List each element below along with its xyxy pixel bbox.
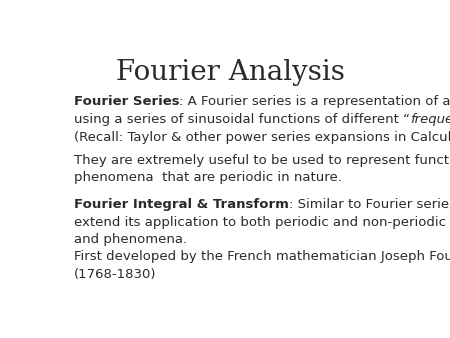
Text: (Recall: Taylor & other power series expansions in Calculus II): (Recall: Taylor & other power series exp… bbox=[74, 130, 450, 144]
Text: They are extremely useful to be used to represent functions of: They are extremely useful to be used to … bbox=[74, 154, 450, 167]
Text: Fourier Analysis: Fourier Analysis bbox=[116, 59, 345, 86]
Text: First developed by the French mathematician Joseph Fourier: First developed by the French mathematic… bbox=[74, 250, 450, 263]
Text: using a series of sinusoidal functions of different “: using a series of sinusoidal functions o… bbox=[74, 113, 410, 126]
Text: : Similar to Fourier series but: : Similar to Fourier series but bbox=[288, 198, 450, 211]
Text: Fourier Integral & Transform: Fourier Integral & Transform bbox=[74, 198, 288, 211]
Text: : A Fourier series is a representation of a function: : A Fourier series is a representation o… bbox=[179, 95, 450, 108]
Text: (1768-1830): (1768-1830) bbox=[74, 268, 156, 281]
Text: phenomena  that are periodic in nature.: phenomena that are periodic in nature. bbox=[74, 171, 342, 185]
Text: extend its application to both periodic and non-periodic functions: extend its application to both periodic … bbox=[74, 216, 450, 229]
Text: frequencies: frequencies bbox=[410, 113, 450, 126]
Text: and phenomena.: and phenomena. bbox=[74, 234, 187, 246]
Text: Fourier Series: Fourier Series bbox=[74, 95, 179, 108]
